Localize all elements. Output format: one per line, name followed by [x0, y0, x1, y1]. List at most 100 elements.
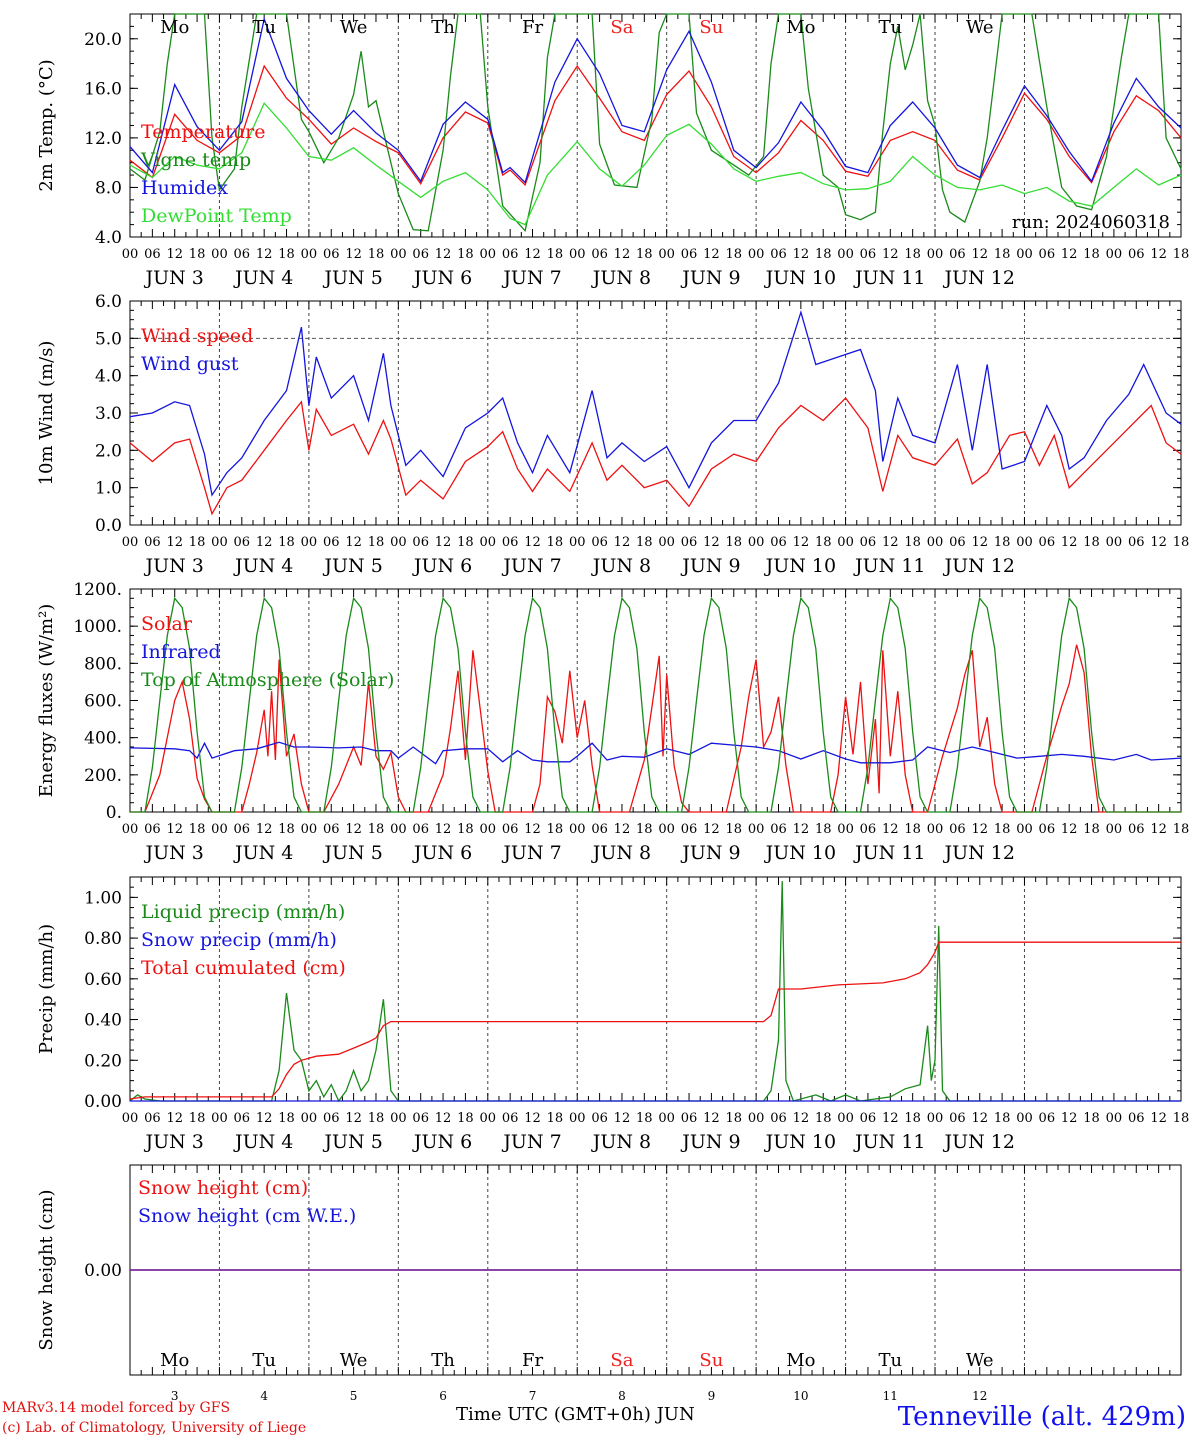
- hour-tick-label: 18: [368, 1111, 385, 1126]
- hour-tick-label: 00: [748, 1111, 765, 1126]
- hour-tick-label: 06: [502, 1111, 519, 1126]
- date-label: JUN 5: [322, 555, 382, 577]
- hour-tick-label: 12: [1150, 1111, 1167, 1126]
- y-tick-label: 1000.: [73, 617, 122, 637]
- hour-tick-label: 00: [1016, 247, 1033, 262]
- hour-tick-label: 00: [1106, 247, 1123, 262]
- weekday-top: Su: [699, 17, 723, 38]
- series-line-total-cumulated-cm-: [129, 941, 1181, 1100]
- hour-tick-label: 18: [457, 822, 474, 837]
- plot-frame: [129, 13, 1182, 238]
- day-number: 10: [793, 1389, 808, 1403]
- y-tick-label: 400.: [84, 729, 122, 749]
- plot-frame: [129, 588, 1182, 813]
- y-axis-label: 10m Wind (m/s): [36, 341, 57, 486]
- hour-tick-label: 06: [144, 1111, 161, 1126]
- hour-tick-label: 00: [480, 822, 497, 837]
- hour-tick-label: 06: [234, 822, 251, 837]
- hour-tick-label: 12: [435, 535, 452, 550]
- legend-entry: Solar: [141, 613, 193, 635]
- y-axis-label: Energy fluxes (W/m²): [36, 604, 57, 798]
- date-label: JUN 10: [764, 267, 836, 289]
- date-label: JUN 4: [233, 842, 293, 864]
- legend-entry: Vigne temp: [140, 149, 251, 171]
- weekday-top: Th: [431, 17, 455, 38]
- hour-tick-label: 12: [1061, 822, 1078, 837]
- date-label: JUN 8: [591, 555, 651, 577]
- y-tick-label: 800.: [84, 654, 122, 674]
- hour-tick-label: 12: [882, 247, 899, 262]
- y-tick-label: 0.80: [84, 929, 122, 949]
- hour-tick-label: 12: [703, 247, 720, 262]
- hour-tick-label: 12: [1150, 247, 1167, 262]
- weekday-top: Mo: [786, 17, 815, 38]
- day-number: 4: [260, 1389, 268, 1403]
- hour-tick-label: 12: [435, 822, 452, 837]
- hour-tick-label: 18: [457, 247, 474, 262]
- weekday-top: Mo: [160, 17, 189, 38]
- hour-tick-label: 06: [1039, 822, 1056, 837]
- hour-tick-label: 12: [614, 247, 631, 262]
- hour-tick-label: 00: [122, 1111, 139, 1126]
- hour-tick-label: 18: [189, 1111, 206, 1126]
- weekday-bottom: Tu: [878, 1350, 902, 1371]
- hour-tick-label: 06: [502, 535, 519, 550]
- hour-tick-label: 18: [636, 1111, 653, 1126]
- hour-tick-label: 18: [815, 1111, 832, 1126]
- hour-tick-label: 06: [591, 535, 608, 550]
- run-label: run: 2024060318: [1012, 212, 1170, 233]
- hour-tick-label: 06: [681, 535, 698, 550]
- date-label: JUN 4: [233, 555, 293, 577]
- y-tick-label: 1200.: [73, 580, 122, 600]
- hour-tick-label: 00: [301, 535, 318, 550]
- hour-tick-label: 18: [725, 247, 742, 262]
- weekday-top: We: [966, 17, 994, 38]
- hour-tick-label: 18: [1083, 822, 1100, 837]
- hour-tick-label: 06: [1039, 247, 1056, 262]
- legend-entry: Temperature: [141, 121, 265, 143]
- weekday-bottom: Th: [431, 1350, 455, 1371]
- y-tick-label: 0.00: [84, 1092, 122, 1112]
- hour-tick-label: 00: [837, 535, 854, 550]
- hour-tick-label: 18: [725, 535, 742, 550]
- legend-entry: Humidex: [141, 177, 228, 199]
- hour-tick-label: 18: [636, 247, 653, 262]
- y-tick-label: 16.0: [84, 79, 122, 99]
- y-axis-label: Snow height (cm): [36, 1189, 57, 1350]
- legend-entry: Snow precip (mm/h): [141, 929, 337, 951]
- day-number: 11: [883, 1389, 898, 1403]
- hour-tick-label: 18: [1173, 1111, 1190, 1126]
- hour-tick-label: 00: [927, 247, 944, 262]
- date-label: JUN 7: [501, 267, 561, 289]
- date-label: JUN 7: [501, 1131, 561, 1153]
- hour-tick-label: 18: [904, 822, 921, 837]
- hour-tick-label: 12: [166, 1111, 183, 1126]
- hour-tick-label: 12: [524, 822, 541, 837]
- date-label: JUN 10: [764, 555, 836, 577]
- hour-tick-label: 18: [189, 535, 206, 550]
- hour-tick-label: 00: [390, 1111, 407, 1126]
- hour-tick-label: 12: [256, 822, 273, 837]
- hour-tick-label: 06: [681, 1111, 698, 1126]
- date-label: JUN 3: [144, 1131, 204, 1153]
- hour-tick-label: 00: [658, 822, 675, 837]
- hour-tick-label: 06: [860, 1111, 877, 1126]
- hour-tick-label: 06: [591, 1111, 608, 1126]
- legend-entry: Infrared: [141, 641, 221, 663]
- date-label: JUN 9: [680, 267, 740, 289]
- date-label: JUN 12: [943, 1131, 1015, 1153]
- hour-tick-label: 18: [189, 822, 206, 837]
- hour-tick-label: 00: [927, 822, 944, 837]
- hour-tick-label: 00: [1016, 535, 1033, 550]
- hour-tick-label: 18: [278, 535, 295, 550]
- y-tick-label: 8.0: [95, 178, 122, 198]
- hour-tick-label: 12: [166, 535, 183, 550]
- hour-tick-label: 18: [1173, 535, 1190, 550]
- hour-tick-label: 06: [144, 535, 161, 550]
- hour-tick-label: 12: [524, 535, 541, 550]
- date-label: JUN 6: [412, 842, 472, 864]
- hour-tick-label: 12: [1150, 535, 1167, 550]
- series-line-vigne-temp: [129, 13, 1182, 233]
- date-label: JUN 5: [322, 267, 382, 289]
- hour-tick-label: 18: [815, 535, 832, 550]
